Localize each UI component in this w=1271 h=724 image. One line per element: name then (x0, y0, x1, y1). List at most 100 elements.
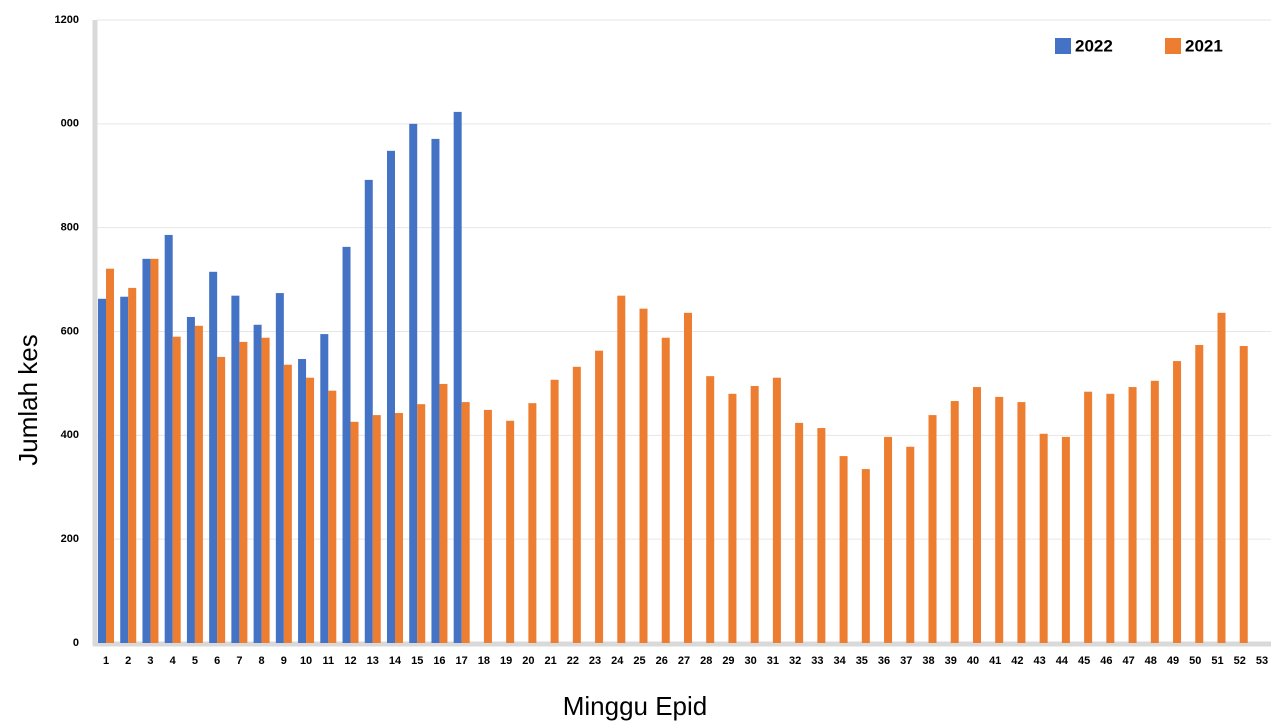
bar (239, 341, 248, 643)
bar (728, 393, 737, 643)
bar (617, 295, 626, 643)
bar (106, 268, 114, 643)
bar (839, 456, 848, 643)
x-tick-label: 31 (767, 655, 779, 667)
bar (142, 258, 151, 643)
x-tick-label: 36 (878, 655, 890, 667)
x-tick-label: 18 (478, 655, 490, 667)
bar (350, 421, 359, 643)
bar (364, 179, 373, 644)
x-tick-label: 15 (411, 655, 423, 667)
bar (861, 469, 870, 643)
bar (253, 324, 262, 643)
x-tick-label: 47 (1122, 655, 1134, 667)
x-tick-label: 12 (344, 655, 356, 667)
bar (1061, 436, 1070, 643)
x-tick-label: 6 (214, 655, 220, 667)
y-tick-label: 800 (61, 222, 79, 234)
bar (231, 295, 240, 643)
x-tick-label: 19 (500, 655, 512, 667)
bar (409, 123, 418, 644)
x-tick-label: 44 (1056, 655, 1069, 667)
x-tick-label: 37 (900, 655, 912, 667)
x-tick-label: 20 (522, 655, 534, 667)
bar (461, 402, 470, 643)
x-tick-label: 41 (989, 655, 1001, 667)
x-tick-label: 5 (192, 655, 198, 667)
x-tick-label: 48 (1145, 655, 1157, 667)
bar (194, 325, 203, 643)
x-tick-label: 8 (259, 655, 265, 667)
bar (1195, 344, 1204, 643)
bar (1173, 361, 1182, 643)
x-tick-label: 17 (456, 655, 468, 667)
bar (928, 415, 937, 643)
bar (128, 287, 137, 643)
x-tick-label: 13 (367, 655, 379, 667)
bar (150, 258, 159, 643)
x-tick-label: 22 (567, 655, 579, 667)
x-tick-label: 3 (147, 655, 153, 667)
x-tick-label: 30 (745, 655, 757, 667)
x-tick-label: 42 (1011, 655, 1023, 667)
x-tick-label: 25 (633, 655, 645, 667)
x-tick-label: 29 (722, 655, 734, 667)
bar (306, 377, 315, 643)
bar (1128, 387, 1137, 643)
x-tick-label: 45 (1078, 655, 1090, 667)
x-tick-label: 16 (433, 655, 445, 667)
bar (453, 111, 462, 643)
y-tick-label: 600 (61, 325, 79, 337)
bar (483, 409, 492, 643)
x-tick-label: 32 (789, 655, 801, 667)
bar (995, 396, 1004, 643)
y-tick-label: 200 (61, 533, 79, 545)
x-tick-label: 21 (544, 655, 556, 667)
bar (320, 334, 329, 643)
x-tick-label: 11 (322, 655, 334, 667)
bar (342, 246, 351, 643)
x-tick-label: 26 (656, 655, 668, 667)
x-tick-label: 10 (300, 655, 312, 667)
bar (550, 379, 559, 643)
bar (795, 422, 804, 643)
x-tick-label: 52 (1234, 655, 1246, 667)
bar (120, 296, 129, 643)
x-tick-label: 35 (856, 655, 868, 667)
x-tick-label: 1 (103, 655, 109, 667)
x-tick-label: 2 (125, 655, 131, 667)
y-tick-label: 0 (73, 637, 79, 649)
bar (186, 316, 195, 643)
y-tick-label: 000 (61, 118, 79, 130)
x-tick-label: 43 (1034, 655, 1046, 667)
legend-swatch (1055, 38, 1071, 54)
bar (906, 446, 915, 643)
bar (706, 376, 715, 643)
x-tick-label: 40 (967, 655, 979, 667)
bar (328, 390, 337, 643)
x-tick-label: 9 (281, 655, 287, 667)
bar (683, 312, 692, 643)
bar (572, 366, 581, 643)
bar (372, 415, 381, 643)
legend-label: 2022 (1075, 36, 1113, 55)
bar (950, 401, 959, 643)
bar (431, 138, 440, 643)
x-tick-label: 14 (389, 655, 402, 667)
x-tick-label: 27 (678, 655, 690, 667)
x-tick-label: 50 (1189, 655, 1201, 667)
bar (298, 359, 307, 643)
bar (1106, 393, 1115, 643)
bar (884, 436, 893, 643)
x-tick-label: 46 (1100, 655, 1112, 667)
bar (661, 337, 670, 643)
x-tick-label: 49 (1167, 655, 1179, 667)
x-tick-label: 23 (589, 655, 601, 667)
bar (417, 404, 426, 643)
bar (98, 298, 106, 643)
bar (394, 413, 403, 643)
bar (506, 420, 515, 643)
bar (1150, 380, 1159, 643)
bar (217, 356, 226, 643)
